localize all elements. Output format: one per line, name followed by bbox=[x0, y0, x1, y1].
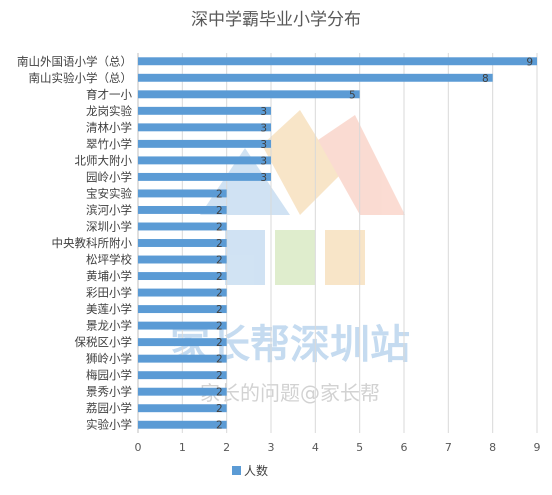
bar bbox=[138, 338, 227, 347]
watermark-roof-blue bbox=[200, 148, 290, 215]
bar bbox=[138, 205, 227, 214]
watermark-roof-orange bbox=[262, 110, 340, 215]
category-label: 梅园小学 bbox=[86, 368, 132, 382]
bar bbox=[138, 371, 227, 380]
category-label: 滨河小学 bbox=[86, 203, 132, 217]
bar bbox=[138, 139, 271, 148]
data-label: 2 bbox=[216, 370, 223, 382]
legend-swatch bbox=[232, 466, 241, 475]
data-label: 2 bbox=[216, 337, 223, 349]
category-label: 园岭小学 bbox=[86, 170, 132, 184]
category-label: 宝安实验 bbox=[86, 186, 132, 200]
category-label: 深圳小学 bbox=[86, 219, 132, 233]
bar bbox=[138, 272, 227, 281]
category-label: 狮岭小学 bbox=[86, 352, 132, 366]
data-label: 2 bbox=[216, 238, 223, 250]
watermark-block-orange bbox=[325, 230, 365, 285]
x-tick-label: 4 bbox=[312, 441, 319, 454]
category-label: 美莲小学 bbox=[86, 302, 132, 316]
bar bbox=[138, 239, 227, 247]
bar bbox=[138, 189, 227, 198]
bar bbox=[138, 420, 227, 429]
data-label: 5 bbox=[349, 89, 356, 101]
category-label: 龙岗实验 bbox=[86, 104, 132, 118]
bar bbox=[138, 404, 227, 413]
data-label: 2 bbox=[216, 288, 223, 300]
bar bbox=[138, 255, 227, 264]
bar bbox=[138, 156, 271, 165]
chart-title: 深中学霸毕业小学分布 bbox=[191, 10, 361, 30]
data-label: 2 bbox=[216, 271, 223, 283]
data-label: 8 bbox=[482, 73, 489, 85]
bars-layer bbox=[138, 57, 537, 429]
data-label: 2 bbox=[216, 188, 223, 200]
bar bbox=[138, 57, 537, 66]
category-label: 清林小学 bbox=[86, 120, 132, 134]
data-label: 2 bbox=[216, 205, 223, 217]
x-tick-label: 1 bbox=[179, 441, 186, 454]
category-label: 景龙小学 bbox=[86, 319, 132, 333]
watermark-roof-red bbox=[318, 115, 405, 215]
x-tick-label: 8 bbox=[489, 441, 496, 454]
x-axis-ticks: 0 1 2 3 4 5 6 7 8 9 bbox=[135, 441, 541, 454]
bar bbox=[138, 123, 271, 132]
x-tick-label: 0 bbox=[135, 441, 142, 454]
data-label: 3 bbox=[260, 172, 267, 184]
x-tick-label: 7 bbox=[445, 441, 452, 454]
data-label: 3 bbox=[260, 139, 267, 151]
watermark-block-blue bbox=[225, 230, 265, 285]
bar bbox=[138, 305, 227, 314]
data-label: 2 bbox=[216, 321, 223, 333]
watermark-logo bbox=[200, 110, 405, 285]
bar bbox=[138, 172, 271, 181]
data-label: 3 bbox=[260, 122, 267, 134]
bar bbox=[138, 288, 227, 297]
category-label: 南山外国语小学（总） bbox=[17, 54, 132, 68]
data-label: 2 bbox=[216, 221, 223, 233]
bar bbox=[138, 321, 227, 330]
category-label: 育才一小 bbox=[86, 87, 132, 101]
category-label: 松坪学校 bbox=[86, 253, 132, 267]
data-label: 2 bbox=[216, 304, 223, 316]
data-label: 2 bbox=[216, 387, 223, 399]
bar bbox=[138, 387, 227, 396]
legend: 人数 bbox=[232, 463, 268, 478]
data-label: 2 bbox=[216, 354, 223, 366]
value-labels: 9 8 5 3 3 3 3 3 2 2 2 2 2 2 2 2 2 2 2 2 2 2 2 bbox=[216, 56, 533, 431]
legend-label: 人数 bbox=[244, 463, 268, 478]
category-label: 荔园小学 bbox=[86, 401, 132, 415]
data-label: 2 bbox=[216, 255, 223, 267]
x-tick-label: 9 bbox=[534, 441, 541, 454]
category-label: 景秀小学 bbox=[86, 385, 132, 399]
bar bbox=[138, 73, 493, 82]
category-label: 黄埔小学 bbox=[86, 269, 132, 283]
watermark-sub-text: 家长的问题@家长帮 bbox=[200, 381, 380, 405]
category-label: 翠竹小学 bbox=[86, 137, 132, 151]
category-label: 北师大附小 bbox=[75, 153, 133, 167]
category-label: 中央教科所附小 bbox=[52, 236, 133, 250]
bar bbox=[138, 354, 227, 363]
grid-layer bbox=[137, 53, 538, 433]
x-tick-label: 6 bbox=[401, 441, 408, 454]
x-tick-label: 2 bbox=[223, 441, 230, 454]
category-label: 彩田小学 bbox=[86, 286, 132, 300]
x-tick-label: 3 bbox=[268, 441, 275, 454]
data-label: 2 bbox=[216, 403, 223, 415]
watermark-block-green bbox=[275, 230, 315, 285]
data-label: 3 bbox=[260, 155, 267, 167]
bar bbox=[138, 106, 271, 115]
data-label: 9 bbox=[526, 56, 533, 68]
category-label: 南山实验小学（总） bbox=[29, 71, 133, 85]
data-label: 3 bbox=[260, 106, 267, 118]
category-label: 保税区小学 bbox=[75, 335, 133, 349]
x-tick-label: 5 bbox=[356, 441, 363, 454]
category-label: 实验小学 bbox=[86, 418, 132, 432]
bar bbox=[138, 90, 360, 99]
bar bbox=[138, 222, 227, 231]
data-label: 2 bbox=[216, 420, 223, 432]
category-labels: 南山外国语小学（总） 南山实验小学（总） 育才一小龙岗实验清林小学翠竹小学北师大附小… bbox=[17, 54, 132, 431]
